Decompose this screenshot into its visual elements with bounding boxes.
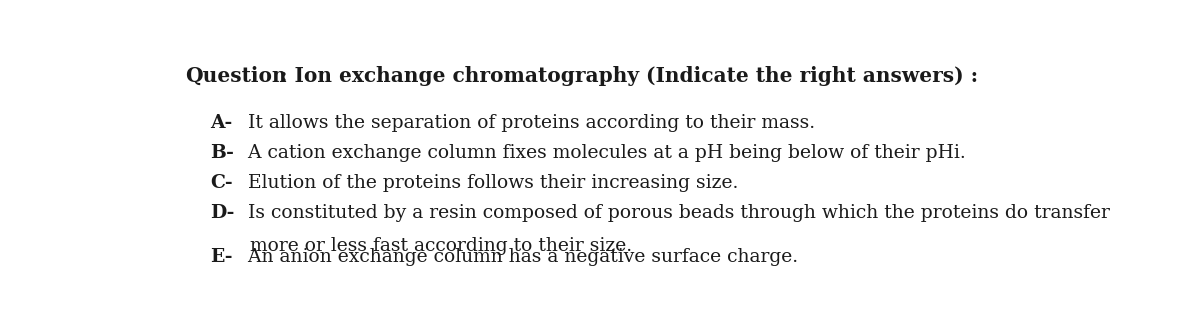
Text: : Ion exchange chromatography (Indicate the right answers) :: : Ion exchange chromatography (Indicate … xyxy=(252,66,978,86)
Text: A cation exchange column fixes molecules at a pH being below of their pHi.: A cation exchange column fixes molecules… xyxy=(236,144,966,162)
Text: It allows the separation of proteins according to their mass.: It allows the separation of proteins acc… xyxy=(236,114,816,132)
Text: D-: D- xyxy=(210,204,235,222)
Text: Is constituted by a resin composed of porous beads through which the proteins do: Is constituted by a resin composed of po… xyxy=(236,204,1110,222)
Text: Question: Question xyxy=(185,66,287,86)
Text: B-: B- xyxy=(210,144,234,162)
Text: An anion exchange column has a negative surface charge.: An anion exchange column has a negative … xyxy=(236,248,799,266)
Text: C-: C- xyxy=(210,174,233,193)
Text: Elution of the proteins follows their increasing size.: Elution of the proteins follows their in… xyxy=(236,174,739,193)
Text: A-: A- xyxy=(210,114,233,132)
Text: more or less fast according to their size.: more or less fast according to their siz… xyxy=(251,237,632,255)
Text: E-: E- xyxy=(210,248,233,266)
